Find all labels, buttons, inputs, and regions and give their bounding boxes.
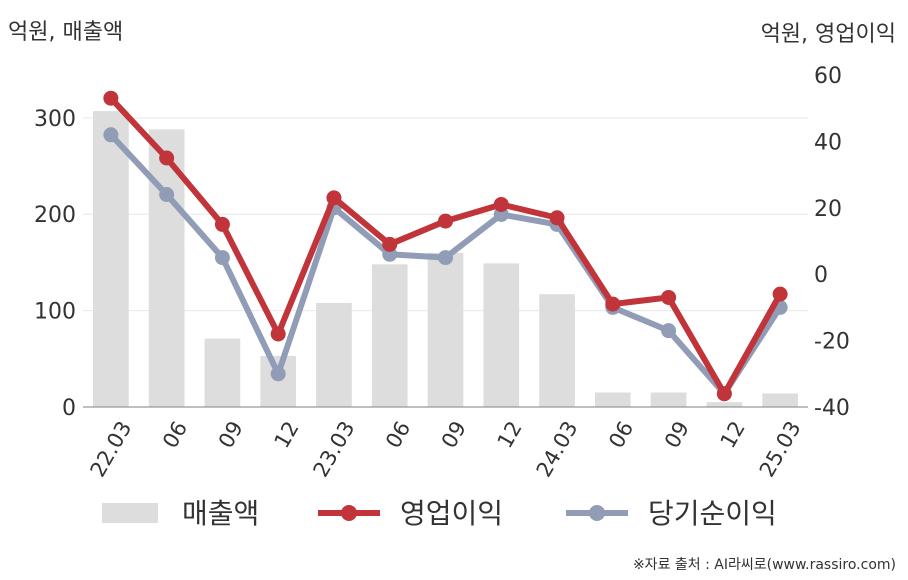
revenue-bar <box>706 402 743 407</box>
revenue-bars <box>93 111 798 407</box>
x-axis-tick-label: 22.03 <box>86 417 137 481</box>
left-axis-tick-label: 300 <box>34 107 76 132</box>
left-axis-tick-label: 100 <box>34 300 76 325</box>
legend-swatch-revenue <box>102 503 158 523</box>
revenue-bar <box>427 252 464 407</box>
revenue-bar <box>594 392 631 407</box>
x-axis-tick-label: 23.03 <box>309 417 360 481</box>
revenue-bar <box>650 392 687 407</box>
operating-profit-point <box>605 296 621 312</box>
legend-label-net-income: 당기순이익 <box>648 497 777 530</box>
left-axis-tick-label: 200 <box>34 203 76 228</box>
x-axis-tick-label: 09 <box>214 417 248 452</box>
right-axis-tick-label: 0 <box>814 263 828 288</box>
net-income-point <box>438 250 453 266</box>
operating-profit-point <box>326 190 342 206</box>
operating-profit-point <box>214 216 230 232</box>
operating-profit-point <box>493 196 509 212</box>
right-axis-tick-label: 60 <box>814 64 842 89</box>
revenue-bar <box>539 294 575 407</box>
revenue-bar <box>371 264 408 407</box>
operating-profit-point <box>270 326 286 342</box>
net-income-point <box>270 366 286 382</box>
operating-profit-point <box>382 236 398 252</box>
legend-marker-operating-profit <box>341 505 357 521</box>
right-axis-tick-label: -40 <box>814 396 850 421</box>
operating-profit-point <box>716 386 732 402</box>
revenue-bar <box>762 393 798 407</box>
net-income-point <box>159 187 175 203</box>
operating-profit-point <box>438 213 453 229</box>
operating-profit-point <box>772 286 788 302</box>
revenue-bar <box>93 111 129 407</box>
net-income-point <box>103 127 119 143</box>
x-axis-tick-label: 12 <box>716 417 750 452</box>
net-income-point <box>214 250 230 266</box>
x-axis-tick-label: 12 <box>270 417 304 452</box>
operating-profit-point <box>661 289 677 305</box>
revenue-bar <box>316 302 352 407</box>
right-axis-tick-label: 20 <box>814 197 842 222</box>
right-axis-tick-label: 40 <box>814 130 842 155</box>
right-axis-tick-label: -20 <box>814 330 850 355</box>
x-axis-tick-label: 25.03 <box>755 417 806 481</box>
x-axis-tick-label: 06 <box>158 417 192 452</box>
operating-profit-point <box>549 210 565 226</box>
right-axis-unit-label: 억원, 영업이익 <box>760 22 896 47</box>
legend-marker-net-income <box>589 505 605 521</box>
source-credit: ※자료 출처 : AI라씨로(www.rassiro.com) <box>632 557 896 573</box>
left-axis-unit-label: 억원, 매출액 <box>8 20 124 45</box>
operating-profit-point <box>159 150 175 166</box>
revenue-bar <box>483 263 520 407</box>
x-axis-tick-label: 09 <box>437 417 471 452</box>
profit-lines <box>103 90 788 402</box>
revenue-bar <box>260 355 297 407</box>
x-axis-tick-label: 06 <box>381 417 415 452</box>
legend-label-revenue: 매출액 <box>182 497 259 530</box>
operating-profit-point <box>103 90 119 106</box>
x-axis-tick-label: 06 <box>604 417 638 452</box>
x-axis-tick-label: 12 <box>493 417 527 452</box>
x-axis-tick-label: 09 <box>660 417 694 452</box>
net-income-point <box>661 323 677 339</box>
legend-label-operating-profit: 영업이익 <box>400 497 503 530</box>
revenue-bar <box>204 338 241 407</box>
legend: 매출액 영업이익 당기순이익 <box>102 497 777 530</box>
left-axis-tick-label: 0 <box>62 396 76 421</box>
x-axis-tick-label: 24.03 <box>532 417 583 481</box>
